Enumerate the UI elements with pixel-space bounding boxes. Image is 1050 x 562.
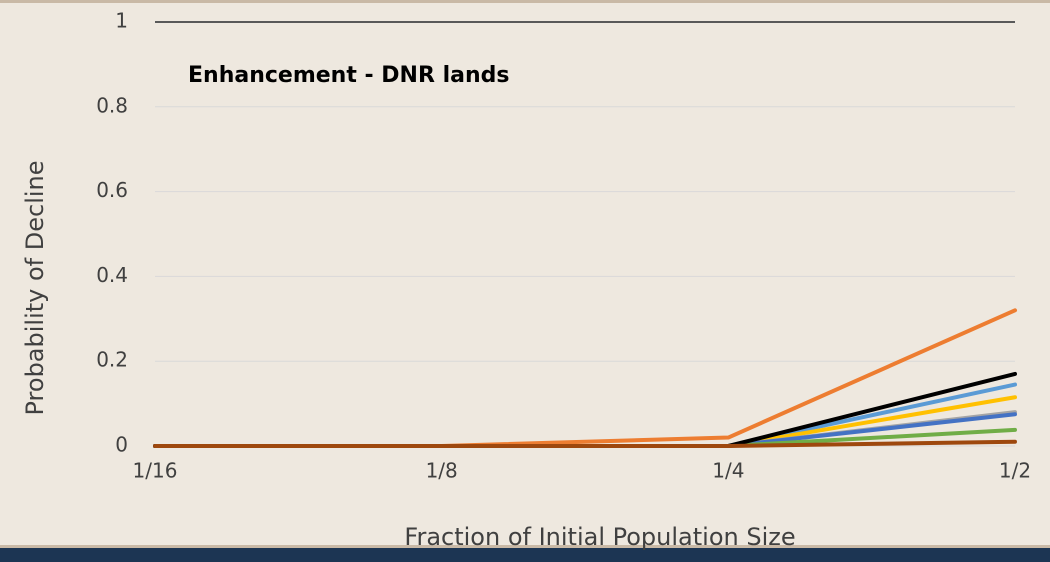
x-tick-label: 1/4 — [712, 459, 744, 483]
y-tick-label: 0.2 — [96, 348, 128, 372]
top-border — [0, 0, 1050, 3]
y-tick-label: 0.6 — [96, 178, 128, 202]
x-tick-label: 1/16 — [133, 459, 178, 483]
bottom-bar — [0, 548, 1050, 562]
x-axis-title: Fraction of Initial Population Size — [404, 523, 795, 551]
y-tick-label: 0 — [115, 433, 128, 457]
y-axis-title: Probability of Decline — [21, 160, 49, 415]
bottom-border — [0, 545, 1050, 548]
y-tick-label: 0.8 — [96, 93, 128, 117]
y-tick-label: 0.4 — [96, 263, 128, 287]
y-tick-label: 1 — [115, 9, 128, 33]
line-series — [153, 439, 1017, 448]
annotation: Enhancement - DNR lands — [188, 63, 509, 88]
x-tick-label: 1/8 — [426, 459, 458, 483]
x-tick-label: 1/2 — [999, 459, 1031, 483]
